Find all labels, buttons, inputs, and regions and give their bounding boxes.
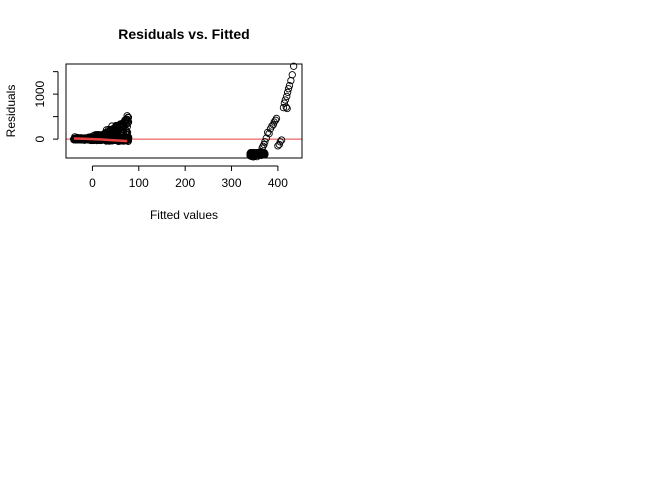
x-tick-label: 100 (129, 176, 149, 190)
data-point (282, 103, 290, 111)
scatter-points (70, 62, 298, 161)
data-point (283, 104, 291, 113)
data-point (256, 149, 264, 158)
data-point (124, 118, 133, 126)
data-point (258, 144, 266, 152)
plot-frame (65, 63, 303, 159)
chart-title: Residuals vs. Fitted (118, 26, 249, 42)
y-tick-label: 0 (33, 135, 47, 142)
data-point (124, 133, 132, 141)
data-point (274, 142, 282, 150)
data-point (288, 71, 296, 79)
y-tick-label: 1000 (33, 80, 47, 107)
data-point (106, 126, 114, 134)
smooth-line-group (73, 137, 128, 143)
data-point (289, 62, 298, 70)
data-point (121, 116, 129, 124)
data-point (279, 103, 288, 112)
x-tick-label: 0 (89, 176, 96, 190)
x-tick-label: 400 (268, 176, 288, 190)
data-point (98, 134, 106, 142)
x-tick-label: 200 (175, 176, 195, 190)
axes: 0 100 200 300 400 0 1000 (33, 71, 288, 190)
data-point (277, 136, 286, 144)
data-point (284, 85, 293, 93)
data-point (283, 88, 292, 96)
smooth-line (73, 137, 128, 143)
data-point (122, 129, 131, 137)
data-point (281, 96, 289, 104)
y-axis-label: Residuals (4, 85, 18, 138)
data-point (272, 114, 281, 123)
data-point (265, 130, 273, 138)
data-point (270, 118, 278, 126)
x-axis-label: Fitted values (150, 208, 218, 222)
data-point (108, 122, 116, 130)
data-point (122, 131, 131, 139)
data-point (276, 138, 284, 146)
x-tick-label: 300 (222, 176, 242, 190)
data-point (271, 116, 280, 124)
data-point (285, 81, 294, 90)
data-point (283, 92, 291, 101)
data-point (261, 138, 269, 146)
data-point (268, 122, 276, 130)
data-point (102, 126, 111, 134)
data-point (259, 142, 267, 150)
data-point (257, 148, 265, 156)
